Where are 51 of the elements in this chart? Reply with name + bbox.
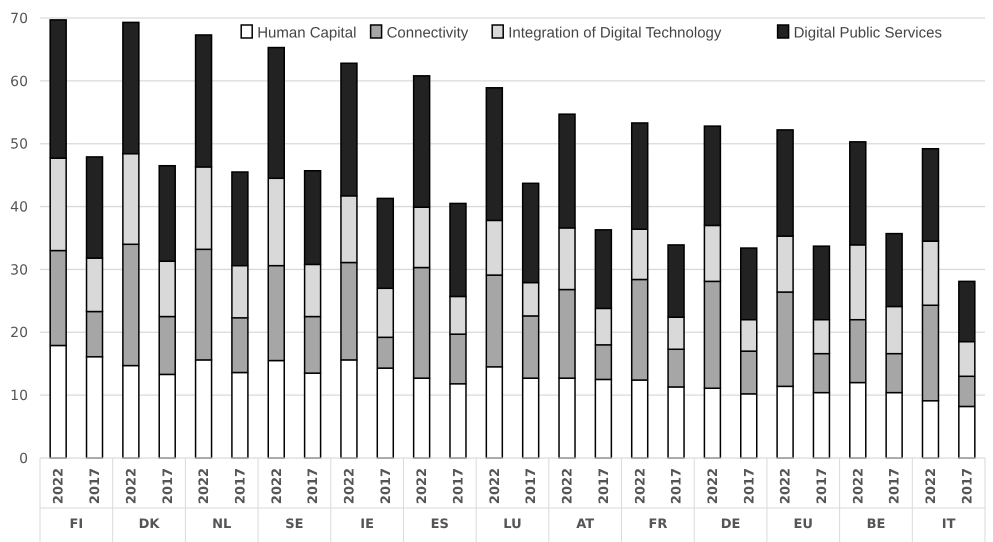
text: DK [138,517,160,532]
x-tick-label: 2017 [596,468,612,504]
legend-label: Human Capital [257,24,356,42]
text: NL [212,517,232,532]
text: FI [69,517,84,532]
x-tick-label: 2022 [633,468,648,504]
text: EU [794,517,813,532]
x-tick-label: 2017 [742,468,758,504]
text: AT [576,517,594,532]
y-tick-label: 70 [10,10,28,27]
x-tick-label: 2017 [524,468,540,504]
x-tick-label: 2017 [378,468,394,504]
x-tick-label: 2017 [306,468,322,504]
y-tick-label: 0 [19,450,28,467]
legend-label: Digital Public Services [794,24,942,42]
text: ES [430,517,449,532]
x-tick-label: 2022 [52,468,67,504]
text: IE [360,517,374,532]
x-tick-label: 2022 [270,468,285,504]
x-tick-label: 2022 [488,468,503,504]
y-tick-label: 20 [10,325,28,342]
y-tick-label: 30 [10,262,28,278]
x-tick-label: 2022 [197,468,212,504]
x-tick-label: 2022 [342,468,358,504]
x-tick-label: 2022 [778,468,794,504]
y-tick-label: 50 [10,136,28,153]
x-tick-label: 2017 [814,468,830,504]
x-tick-label: 2022 [560,468,576,504]
y-tick-label: 40 [10,199,28,216]
x-tick-label: 2022 [124,468,140,504]
x-tick-label: 2017 [888,468,903,504]
text: SE [285,517,304,532]
x-tick-label: 2017 [233,468,248,504]
text: LU [503,517,522,532]
x-tick-label: 2017 [88,468,104,504]
legend-label: Connectivity [386,24,469,42]
x-tick-label: 2022 [851,468,866,504]
x-tick-label: 2022 [706,468,721,504]
x-tick-label: 2017 [452,468,467,504]
x-tick-label: 2022 [415,468,430,504]
text: FR [648,517,668,532]
x-tick-label: 2017 [960,468,976,504]
text: BE [866,517,886,532]
x-tick-label: 2017 [670,468,685,504]
legend-label: Integration of Digital Technology [508,24,722,42]
x-tick-label: 2017 [160,468,176,504]
y-tick-label: 10 [10,388,28,404]
text: DE [720,517,740,532]
x-tick-label: 2022 [924,468,940,504]
text: IT [942,517,956,532]
y-tick-label: 60 [10,74,28,90]
